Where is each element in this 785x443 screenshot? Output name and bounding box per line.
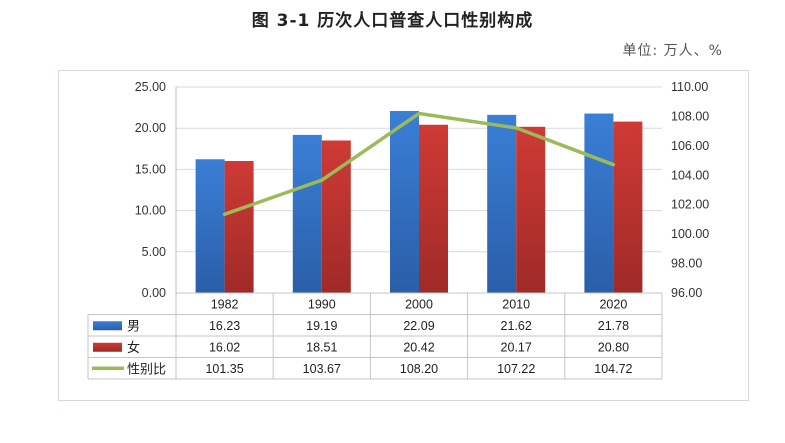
legend-label: 女: [127, 340, 140, 356]
y-right-tick-label: 108.00: [671, 109, 709, 123]
y-right-tick-label: 96.00: [671, 286, 702, 300]
chart-frame: [58, 70, 749, 401]
unit-label: 单位: 万人、%: [622, 43, 723, 59]
data-label: 21.78: [598, 319, 629, 333]
bar-male-1982: [195, 159, 225, 293]
data-label: 18.51: [306, 340, 337, 354]
x-tick-label: 2000: [405, 297, 433, 311]
data-label: 16.02: [209, 340, 240, 354]
bar-female-1990: [321, 140, 351, 293]
data-label: 20.42: [403, 340, 434, 354]
legend-key-male: [93, 321, 122, 331]
y-right-tick-label: 104.00: [671, 168, 709, 182]
data-label: 20.17: [501, 340, 532, 354]
data-label: 101.35: [205, 362, 243, 376]
bar-female-2010: [516, 126, 546, 294]
y-left-tick-label: 15.00: [135, 162, 166, 176]
data-label: 104.72: [594, 362, 632, 376]
legend-key-female: [93, 342, 122, 352]
bar-male-2010: [487, 114, 517, 293]
bar-female-2020: [613, 121, 643, 293]
bar-male-2000: [390, 110, 419, 294]
bar-male-2020: [584, 113, 614, 293]
legend-label: 性别比: [127, 362, 166, 377]
bar-female-1982: [224, 160, 254, 293]
data-label: 19.19: [306, 319, 337, 333]
data-label: 22.09: [403, 319, 434, 333]
y-right-tick-label: 100.00: [671, 227, 709, 241]
bar-female-2000: [419, 124, 448, 293]
x-tick-label: 1982: [211, 297, 239, 311]
x-tick-label: 2010: [502, 297, 530, 311]
y-left-tick-label: 20.00: [135, 121, 166, 135]
y-left-tick-label: 25.00: [135, 80, 166, 94]
data-label: 107.22: [497, 362, 535, 376]
y-left-tick-label: 5.00: [142, 245, 166, 259]
data-label: 21.62: [501, 319, 532, 333]
y-right-tick-label: 102.00: [671, 198, 709, 212]
x-tick-label: 1990: [308, 297, 336, 311]
x-tick-label: 2020: [599, 297, 627, 311]
y-right-tick-label: 98.00: [671, 257, 702, 271]
y-right-tick-label: 106.00: [671, 139, 709, 153]
y-left-tick-label: 0.00: [142, 286, 166, 300]
legend-label: 男: [127, 319, 140, 334]
data-label: 103.67: [303, 362, 341, 376]
data-label: 16.23: [209, 319, 240, 333]
data-label: 20.80: [598, 340, 629, 354]
bar-male-1990: [292, 134, 322, 293]
data-label: 108.20: [400, 362, 438, 376]
y-left-tick-label: 10.00: [135, 204, 166, 218]
chart-title: 图 3-1 历次人口普查人口性别构成: [251, 11, 534, 31]
y-right-tick-label: 110.00: [671, 80, 708, 94]
